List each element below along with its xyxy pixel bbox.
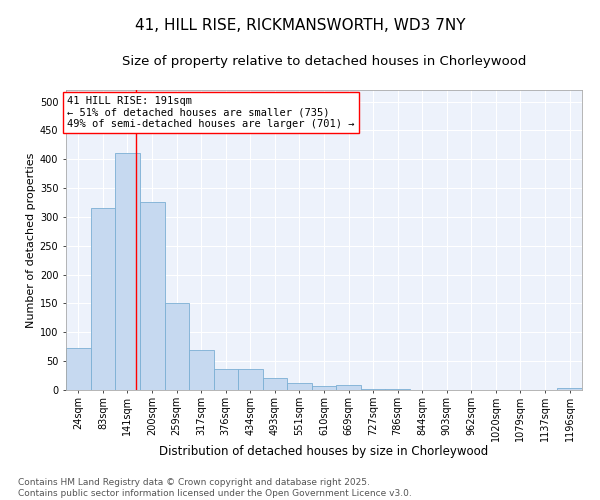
Bar	[140, 202, 164, 390]
Bar	[311, 386, 337, 390]
X-axis label: Distribution of detached houses by size in Chorleywood: Distribution of detached houses by size …	[160, 445, 488, 458]
Bar	[263, 378, 287, 390]
Y-axis label: Number of detached properties: Number of detached properties	[26, 152, 35, 328]
Bar	[287, 382, 311, 390]
Bar	[91, 208, 115, 390]
Text: 41, HILL RISE, RICKMANSWORTH, WD3 7NY: 41, HILL RISE, RICKMANSWORTH, WD3 7NY	[135, 18, 465, 32]
Bar	[115, 154, 140, 390]
Bar	[557, 388, 582, 390]
Bar	[164, 304, 189, 390]
Bar	[66, 348, 91, 390]
Text: Contains HM Land Registry data © Crown copyright and database right 2025.
Contai: Contains HM Land Registry data © Crown c…	[18, 478, 412, 498]
Bar	[238, 368, 263, 390]
Bar	[189, 350, 214, 390]
Bar	[337, 386, 361, 390]
Text: 41 HILL RISE: 191sqm
← 51% of detached houses are smaller (735)
49% of semi-deta: 41 HILL RISE: 191sqm ← 51% of detached h…	[67, 96, 355, 129]
Title: Size of property relative to detached houses in Chorleywood: Size of property relative to detached ho…	[122, 55, 526, 68]
Bar	[361, 389, 385, 390]
Bar	[214, 368, 238, 390]
